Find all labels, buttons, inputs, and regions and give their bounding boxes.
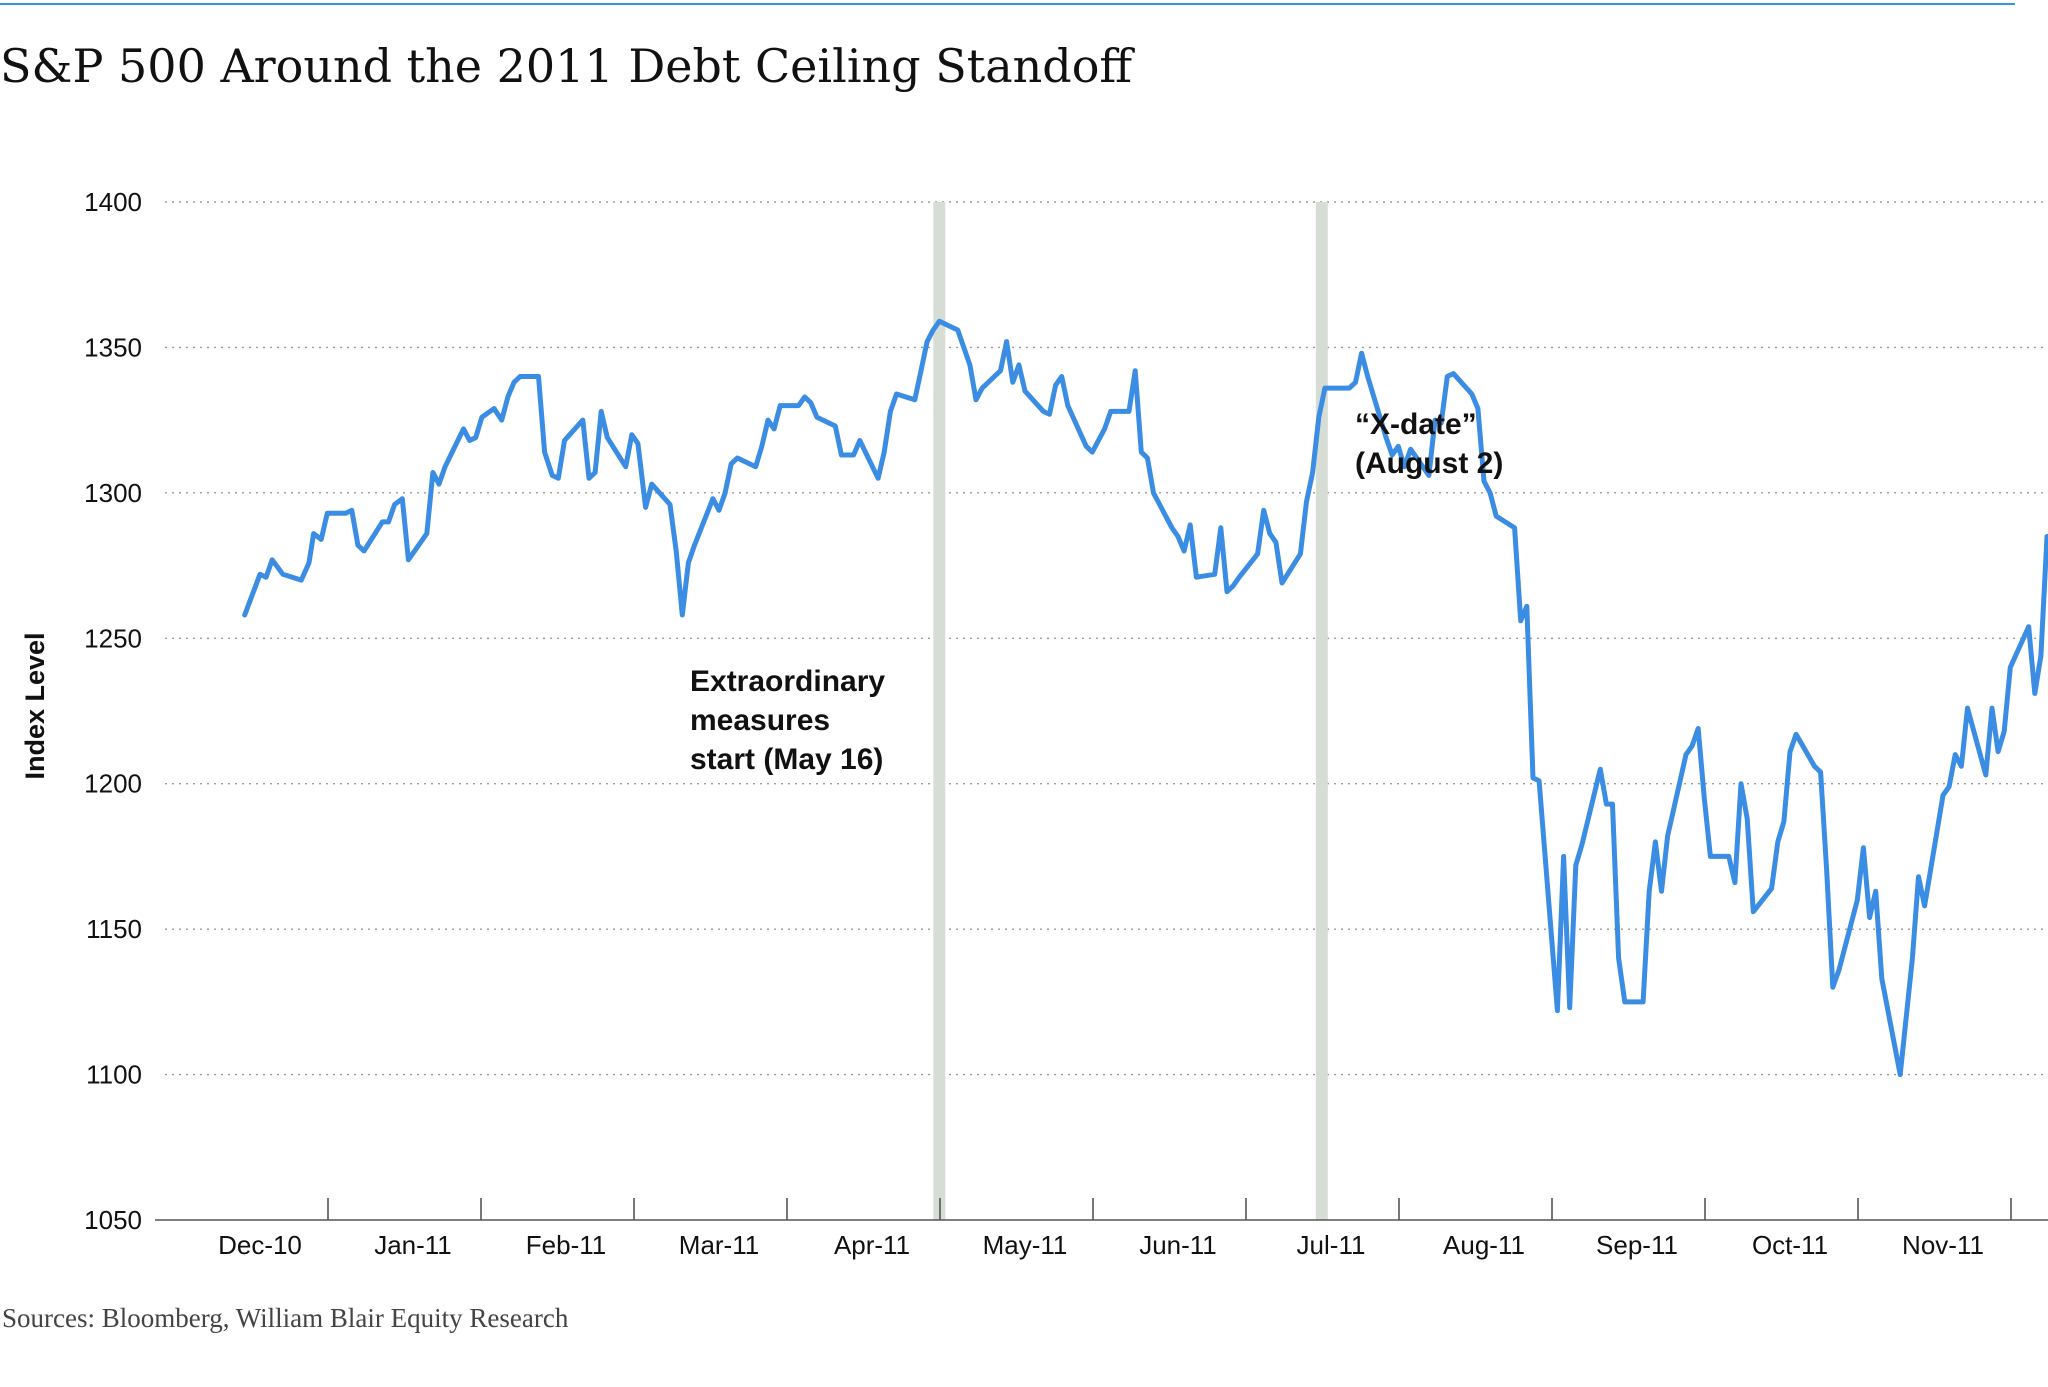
series-line xyxy=(242,318,2048,1078)
y-tick-label: 1250 xyxy=(84,623,142,653)
x-date-annotation-line: (August 2) xyxy=(1355,447,1503,480)
series-group xyxy=(242,318,2048,1078)
x-date-annotation-line: “X-date” xyxy=(1355,408,1477,441)
event-markers xyxy=(933,202,1328,1220)
y-tick-label: 1150 xyxy=(86,914,142,944)
y-tick-label: 1350 xyxy=(84,332,142,362)
annotations: Extraordinary measures start (May 16) “X-da… xyxy=(690,408,1503,776)
y-tick-label: 1400 xyxy=(84,187,142,217)
x-tick-label: Sep-11 xyxy=(1596,1230,1678,1260)
y-tick-label: 1050 xyxy=(84,1205,142,1235)
x-tick-label: Jan-11 xyxy=(374,1230,452,1260)
extraordinary-measures-annotation-line: measures xyxy=(690,704,830,737)
y-tick-label: 1100 xyxy=(86,1060,142,1090)
x-tick-label: Jun-11 xyxy=(1139,1230,1217,1260)
gridlines xyxy=(165,201,2048,1076)
x-tick-label: Aug-11 xyxy=(1443,1230,1525,1260)
x-tick-label: Jul-11 xyxy=(1297,1230,1366,1260)
y-axis-label: Index Level xyxy=(20,632,50,779)
x-date-marker xyxy=(1315,202,1328,1220)
extraordinary-measures-marker xyxy=(933,202,946,1220)
x-tick-label: Mar-11 xyxy=(679,1230,759,1260)
x-axis: Dec-10 Jan-11 Feb-11 Mar-11 Apr-11 May-11 Jun-… xyxy=(155,1198,2048,1260)
y-tick-label: 1300 xyxy=(84,478,142,508)
extraordinary-measures-annotation-line: Extraordinary xyxy=(690,665,885,698)
x-tick-label: Dec-10 xyxy=(218,1230,302,1260)
source-note: Sources: Bloomberg, William Blair Equity… xyxy=(2,1303,569,1333)
x-tick-label: Apr-11 xyxy=(834,1230,910,1260)
y-axis-ticks: 1400 1350 1300 1250 1200 1150 1100 1050 xyxy=(84,187,142,1235)
extraordinary-measures-annotation-line: start (May 16) xyxy=(690,743,883,776)
x-tick-label: Nov-11 xyxy=(1902,1230,1984,1260)
chart-title: S&P 500 Around the 2011 Debt Ceiling Sta… xyxy=(0,39,1135,93)
y-tick-label: 1200 xyxy=(84,769,142,799)
x-tick-label: May-11 xyxy=(983,1230,1068,1260)
x-tick-label: Oct-11 xyxy=(1752,1230,1828,1260)
x-tick-label: Feb-11 xyxy=(526,1230,606,1260)
